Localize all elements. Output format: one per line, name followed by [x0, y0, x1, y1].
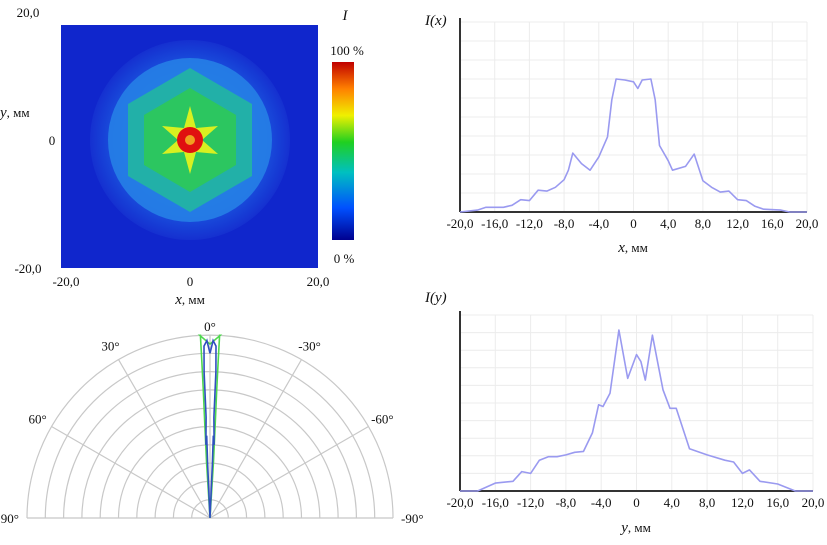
polar-angle-label: 60°: [29, 412, 47, 427]
profile-y-chart: -20,0 -16,0 -12,0 -8,0 -4,0 0 4,0 8,0 12,0 16,0 20…: [446, 311, 824, 510]
profile-y-x-tick-label: -20,0: [446, 495, 473, 510]
heatmap-peak-core: [185, 135, 195, 145]
polar-angle-label: 0°: [204, 319, 216, 334]
polar-spoke: [51, 425, 211, 519]
polar-spoke: [117, 359, 211, 519]
profile-x-x-tick-label: -4,0: [589, 216, 610, 231]
polar-angle-label: -60°: [371, 412, 394, 427]
heatmap-x-label: x, мм: [174, 292, 205, 308]
polar-chart: 0° 30° -30° 60° -60° 90° -90°: [1, 319, 424, 526]
heatmap-y-tick-mid: 0: [49, 133, 56, 148]
colorbar-min-label: 0 %: [334, 251, 355, 266]
heatmap-x-tick-right: 20,0: [307, 274, 330, 289]
profile-y-x-tick-label: 20,0: [802, 495, 825, 510]
heatmap-y-label: y, мм: [0, 105, 30, 121]
polar-angle-label: 30°: [101, 339, 119, 354]
profile-y-x-label: y, мм: [619, 520, 651, 536]
profile-x-x-tick-label: 20,0: [796, 216, 819, 231]
profile-y-y-label: I(y): [424, 290, 447, 306]
colorbar-max-label: 100 %: [330, 43, 364, 58]
profile-x-x-tick-label: 4,0: [660, 216, 676, 231]
heatmap-y-tick-top: 20,0: [17, 5, 40, 20]
polar-spoke: [209, 359, 303, 519]
profile-x-x-tick-label: -16,0: [481, 216, 508, 231]
polar-angle-label: -30°: [298, 339, 321, 354]
profile-x-x-tick-label: -20,0: [446, 216, 473, 231]
heatmap-x-tick-mid: 0: [187, 274, 194, 289]
profile-y-x-tick-label: 4,0: [664, 495, 680, 510]
profile-y-x-tick-label: -16,0: [482, 495, 509, 510]
profile-y-x-tick-label: -4,0: [591, 495, 612, 510]
profile-x-chart: -20,0 -16,0 -12,0 -8,0 -4,0 0 4,0 8,0 12,0 16,0 20…: [446, 18, 818, 231]
profile-y-x-tick-label: 0: [633, 495, 640, 510]
profile-x-x-tick-label: -12,0: [516, 216, 543, 231]
profile-x-x-tick-label: -8,0: [554, 216, 575, 231]
intensity-heatmap: [61, 25, 318, 268]
profile-y-x-tick-label: -12,0: [517, 495, 544, 510]
polar-angle-label: 90°: [1, 511, 19, 526]
profile-x-x-tick-label: 0: [630, 216, 637, 231]
profile-x-x-tick-label: 16,0: [761, 216, 784, 231]
polar-angle-label: -90°: [401, 511, 424, 526]
profile-y-x-tick-label: 12,0: [731, 495, 754, 510]
polar-series-green: [197, 334, 223, 519]
profile-x-y-label: I(x): [424, 13, 447, 29]
profile-x-x-tick-label: 12,0: [726, 216, 749, 231]
profile-y-series-line: [460, 329, 813, 492]
profile-x-series-line: [459, 78, 807, 213]
profile-x-x-tick-label: 8,0: [695, 216, 711, 231]
profile-y-x-tick-label: 8,0: [699, 495, 715, 510]
polar-series-blue: [203, 338, 217, 519]
colorbar-title: I: [342, 8, 349, 24]
profile-y-x-tick-label: 16,0: [766, 495, 789, 510]
polar-spoke: [209, 425, 369, 519]
profile-y-x-tick-label: -8,0: [556, 495, 577, 510]
heatmap-x-tick-left: -20,0: [52, 274, 79, 289]
profile-x-x-label: x, мм: [617, 240, 648, 256]
colorbar: [332, 62, 354, 240]
heatmap-y-tick-bottom: -20,0: [14, 261, 41, 276]
